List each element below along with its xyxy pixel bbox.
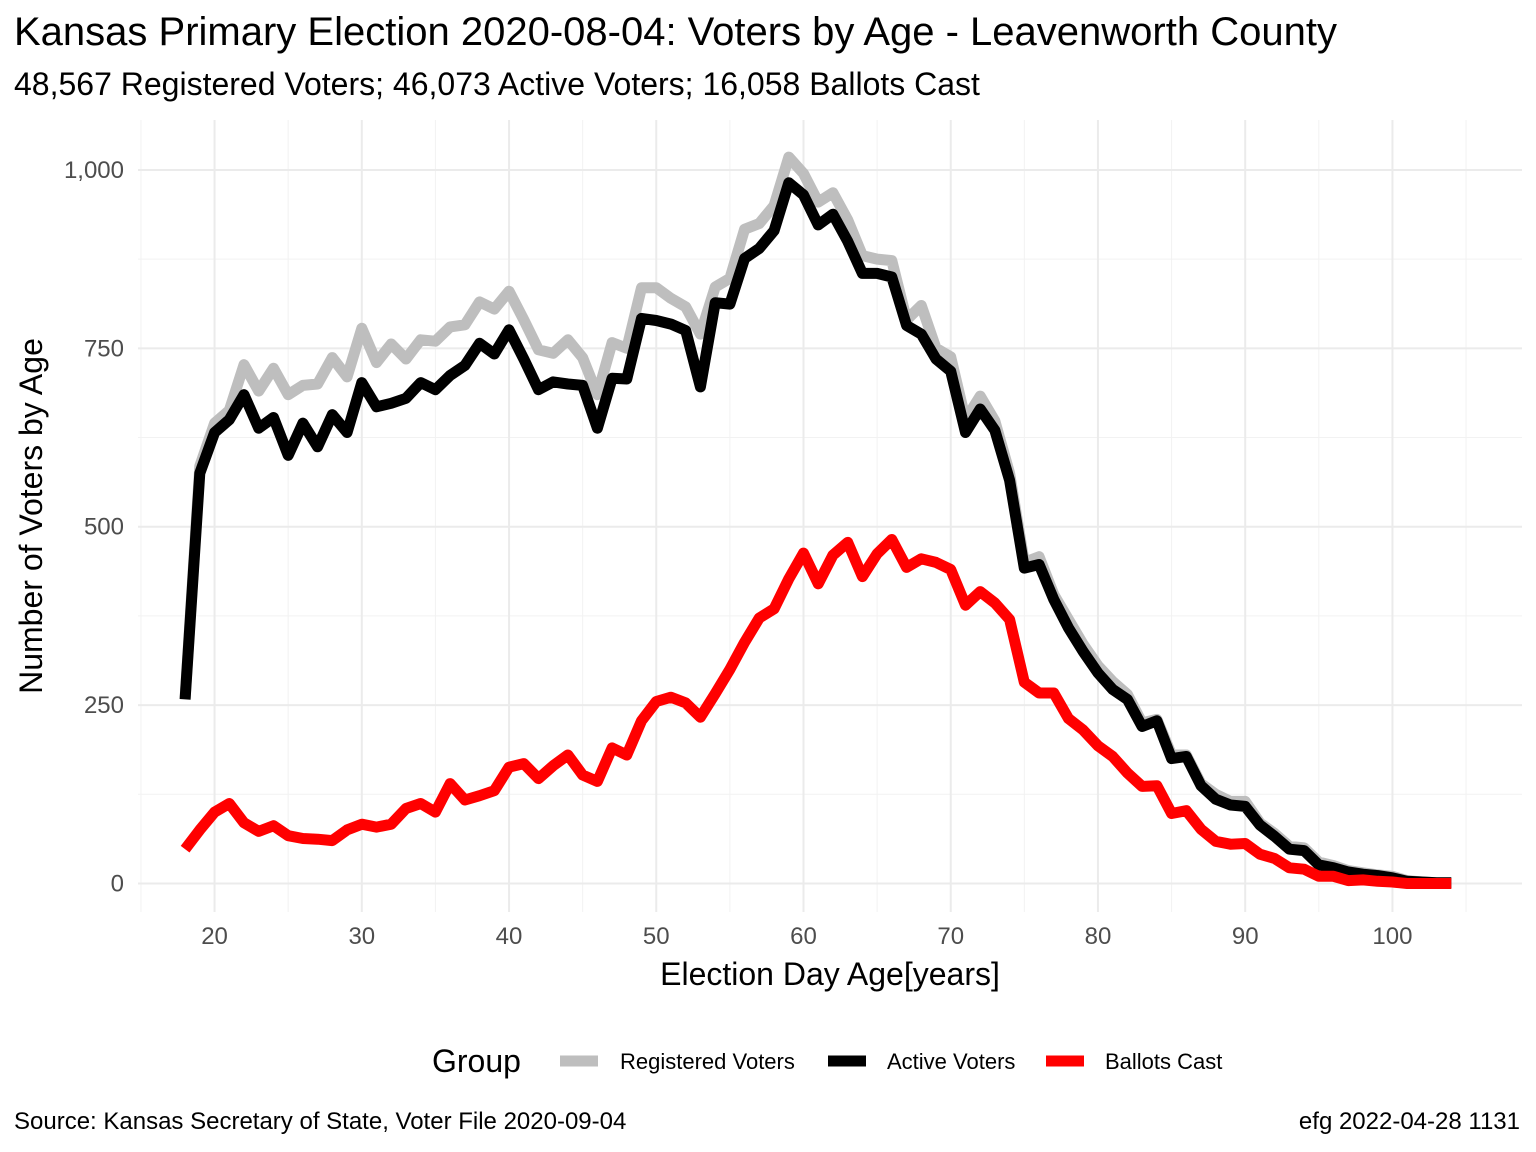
- x-tick-label: 20: [201, 923, 228, 950]
- y-tick-label: 250: [84, 692, 124, 719]
- line-chart: 20 30 40 50 60 70 80 90 100 0 250 500 750 1,000 Elec…: [13, 120, 1522, 1079]
- x-tick-label: 70: [937, 923, 964, 950]
- minor-gridlines: [138, 120, 1522, 912]
- y-tick-label: 500: [84, 514, 124, 541]
- x-tick-label: 30: [348, 923, 375, 950]
- source-caption: Source: Kansas Secretary of State, Voter…: [14, 1108, 627, 1135]
- y-tick-label: 0: [111, 870, 124, 897]
- series-line-active-voters: [179, 177, 1452, 889]
- major-gridlines: [138, 120, 1522, 912]
- chart-subtitle: 48,567 Registered Voters; 46,073 Active …: [14, 66, 980, 102]
- series-lines: [179, 151, 1452, 889]
- legend: Group Registered Voters Active Voters Ball…: [432, 1043, 1222, 1079]
- author-caption: efg 2022-04-28 1131: [1298, 1108, 1520, 1135]
- x-tick-label: 90: [1232, 923, 1259, 950]
- y-axis-title: Number of Voters by Age: [13, 338, 49, 694]
- x-axis-tick-labels: 20 30 40 50 60 70 80 90 100: [201, 923, 1412, 950]
- legend-label: Ballots Cast: [1105, 1049, 1222, 1074]
- legend-label: Active Voters: [887, 1049, 1015, 1074]
- legend-label: Registered Voters: [620, 1049, 795, 1074]
- x-tick-label: 50: [643, 923, 670, 950]
- x-tick-label: 40: [496, 923, 523, 950]
- series-line-registered-voters: [179, 151, 1452, 889]
- x-tick-label: 100: [1372, 923, 1412, 950]
- y-axis-tick-labels: 0 250 500 750 1,000: [64, 157, 124, 898]
- x-axis-title: Election Day Age[years]: [660, 956, 1000, 992]
- series-line-ballots-cast: [180, 534, 1452, 889]
- x-tick-label: 60: [790, 923, 817, 950]
- legend-title: Group: [432, 1043, 521, 1079]
- x-tick-label: 80: [1085, 923, 1112, 950]
- y-tick-label: 1,000: [64, 157, 124, 184]
- chart-title: Kansas Primary Election 2020-08-04: Vote…: [14, 10, 1337, 54]
- y-tick-label: 750: [84, 335, 124, 362]
